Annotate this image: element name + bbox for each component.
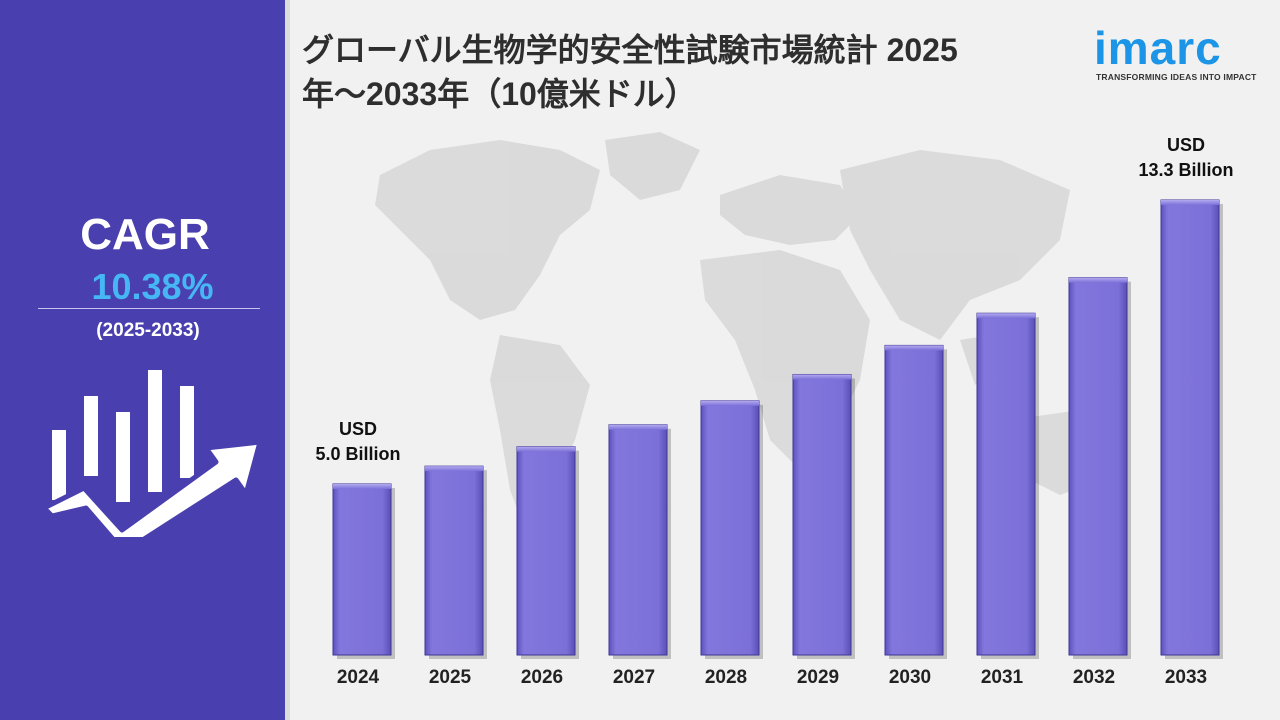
bar-top-2030 bbox=[885, 345, 943, 351]
cagr-period: (2025-2033) bbox=[96, 320, 200, 341]
panel-divider bbox=[285, 0, 290, 720]
data-label-value: 5.0 Billion bbox=[315, 444, 400, 464]
cagr-divider-line bbox=[38, 308, 260, 309]
bar-top-2033 bbox=[1161, 200, 1219, 205]
data-label-currency: USD bbox=[339, 419, 377, 439]
bar-2027 bbox=[608, 424, 668, 656]
bar-top-2028 bbox=[701, 400, 759, 406]
x-tick-label: 2028 bbox=[705, 667, 747, 688]
bar-2024 bbox=[332, 483, 392, 656]
cagr-value: 10.38% bbox=[91, 266, 214, 307]
bar-top-2029 bbox=[793, 374, 851, 380]
x-tick-label: 2027 bbox=[613, 667, 655, 688]
chart-title: グローバル生物学的安全性試験市場統計 2025 年〜2033年（10億米ドル） bbox=[302, 28, 1082, 116]
data-label-currency: USD bbox=[1167, 135, 1205, 155]
bar-2025 bbox=[424, 465, 484, 656]
bar-2029 bbox=[792, 373, 852, 656]
logo-word: imarc bbox=[1094, 22, 1222, 74]
chart-title-line-2: 年〜2033年（10億米ドル） bbox=[302, 76, 697, 112]
cagr-panel bbox=[0, 0, 285, 720]
bar-top-2025 bbox=[425, 466, 483, 472]
bar-top-2031 bbox=[977, 313, 1035, 319]
x-tick-label: 2031 bbox=[981, 667, 1024, 688]
x-tick-label: 2024 bbox=[337, 667, 380, 688]
bar-top-2026 bbox=[517, 446, 575, 452]
bar-2030 bbox=[884, 344, 944, 656]
x-tick-label: 2026 bbox=[521, 667, 563, 688]
data-label-value: 13.3 Billion bbox=[1138, 160, 1233, 180]
x-tick-label: 2029 bbox=[797, 667, 839, 688]
x-tick-label: 2032 bbox=[1073, 667, 1115, 688]
x-tick-label: 2033 bbox=[1165, 667, 1207, 688]
bar-2028 bbox=[700, 400, 760, 656]
x-tick-label: 2030 bbox=[889, 667, 931, 688]
bar-top-2032 bbox=[1069, 277, 1127, 283]
imarc-logo: imarc TRANSFORMING IDEAS INTO IMPACT bbox=[1094, 14, 1264, 90]
x-tick-label: 2025 bbox=[429, 667, 472, 688]
bar-2031 bbox=[976, 312, 1036, 656]
bar-2033 bbox=[1160, 199, 1220, 656]
chart-title-line-1: グローバル生物学的安全性試験市場統計 2025 bbox=[302, 32, 958, 68]
bar-top-2027 bbox=[609, 424, 667, 430]
growth-chart-icon bbox=[41, 370, 263, 537]
logo-tagline: TRANSFORMING IDEAS INTO IMPACT bbox=[1096, 72, 1257, 82]
bar-top-2024 bbox=[333, 483, 391, 489]
cagr-label: CAGR bbox=[80, 210, 210, 259]
bar-2032 bbox=[1068, 277, 1128, 656]
bar-2026 bbox=[516, 446, 576, 656]
